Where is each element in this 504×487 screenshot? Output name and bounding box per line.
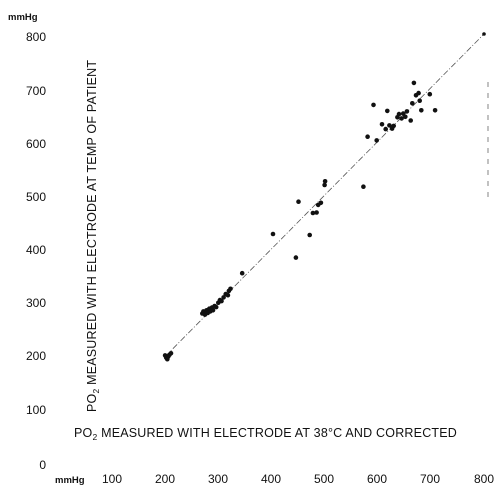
data-point xyxy=(361,184,366,189)
x-tick-label: 100 xyxy=(102,472,122,486)
y-tick-label: 500 xyxy=(26,190,46,204)
data-point xyxy=(219,298,224,304)
x-tick-label: 200 xyxy=(155,472,175,486)
y-tick-label: 700 xyxy=(26,84,46,98)
data-point xyxy=(322,182,327,188)
data-point xyxy=(419,108,424,113)
data-point xyxy=(310,210,316,216)
data-point xyxy=(225,292,231,298)
data-point xyxy=(385,108,390,114)
identity-line xyxy=(164,33,485,357)
identity-line-endpoint xyxy=(482,32,486,36)
data-point xyxy=(387,123,392,128)
data-point xyxy=(399,116,404,121)
data-point xyxy=(228,286,233,292)
y-tick-labels: 800 700 600 500 400 300 200 100 0 xyxy=(26,30,46,472)
data-point xyxy=(168,351,174,356)
y-tick-label: 400 xyxy=(26,243,46,257)
data-point xyxy=(416,90,421,96)
data-point xyxy=(296,199,301,204)
x-tick-label: 700 xyxy=(420,472,440,486)
y-axis-unit: mmHg xyxy=(8,12,38,23)
y-tick-label: 100 xyxy=(26,403,46,417)
x-tick-label: 300 xyxy=(208,472,228,486)
x-tick-label: 500 xyxy=(314,472,334,486)
data-point xyxy=(404,109,410,114)
data-point xyxy=(270,231,276,237)
data-point xyxy=(396,111,402,117)
y-axis-label: PO2 MEASURED WITH ELECTRODE AT TEMP OF P… xyxy=(85,60,101,412)
y-tick-label: 300 xyxy=(26,296,46,310)
x-axis-unit: mmHg xyxy=(55,475,85,486)
data-point xyxy=(427,91,433,97)
x-tick-label: 800 xyxy=(474,472,494,486)
y-tick-label: 600 xyxy=(26,137,46,151)
data-point xyxy=(379,122,385,127)
x-tick-label: 400 xyxy=(261,472,281,486)
data-point xyxy=(322,179,328,184)
data-point xyxy=(293,255,299,260)
data-point xyxy=(391,123,397,129)
x-tick-label: 600 xyxy=(367,472,387,486)
x-tick-labels: 100 200 300 400 500 600 700 800 xyxy=(102,472,494,486)
data-point xyxy=(307,232,313,238)
data-point xyxy=(403,114,408,120)
data-point xyxy=(411,80,417,86)
data-point xyxy=(221,295,226,300)
y-tick-label: 200 xyxy=(26,349,46,363)
data-points xyxy=(162,32,486,362)
data-point xyxy=(213,304,219,310)
data-point xyxy=(410,101,415,106)
data-point xyxy=(314,210,319,215)
data-point xyxy=(408,118,414,123)
data-point xyxy=(210,308,216,313)
y-tick-label: 0 xyxy=(39,458,46,472)
data-point xyxy=(318,200,324,206)
x-axis-label: PO2 MEASURED WITH ELECTRODE AT 38°C AND … xyxy=(74,426,457,442)
data-point xyxy=(432,108,438,113)
y-tick-label: 800 xyxy=(26,30,46,44)
data-point xyxy=(371,102,376,108)
data-point xyxy=(383,126,389,132)
data-point xyxy=(374,138,380,143)
data-point xyxy=(417,98,423,103)
data-point xyxy=(365,134,370,139)
data-point xyxy=(239,270,245,276)
